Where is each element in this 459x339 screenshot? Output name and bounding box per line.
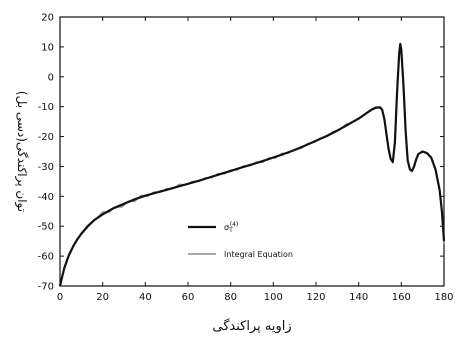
y-ticks: 20 10 0 -10 -20 -30 -40 -50 -60 -70 <box>38 13 444 293</box>
x-tick-label: 80 <box>224 292 237 303</box>
x-tick-label: 160 <box>392 292 411 303</box>
x-tick-label: 180 <box>434 292 453 303</box>
x-tick-label: 60 <box>182 292 195 303</box>
series-line-1 <box>58 42 446 287</box>
legend: σT(4) Integral Equation <box>188 221 293 259</box>
x-tick-label: 100 <box>264 292 283 303</box>
x-tick-label: 120 <box>306 292 325 303</box>
y-tick-label: 0 <box>48 72 54 83</box>
y-tick-label: -20 <box>38 132 54 143</box>
y-tick-label: -40 <box>38 192 54 203</box>
series-layer <box>58 42 446 287</box>
y-tick-label: -60 <box>38 252 54 263</box>
y-tick-label: -50 <box>38 222 54 233</box>
legend-label-series-2: Integral Equation <box>224 250 293 259</box>
y-tick-label: -70 <box>38 282 54 293</box>
y-tick-label: 20 <box>41 13 54 24</box>
x-axis-label: زاویه پراکندگی <box>212 318 291 334</box>
x-ticks: 0 20 40 60 80 100 120 140 160 180 <box>57 17 454 303</box>
y-tick-label: -30 <box>38 162 54 173</box>
x-tick-label: 20 <box>96 292 109 303</box>
legend-label-series-1: σT(4) <box>224 221 238 234</box>
x-tick-label: 40 <box>139 292 152 303</box>
x-tick-label: 0 <box>57 292 63 303</box>
legend-label-main-superscript: (4) <box>230 221 239 228</box>
legend-label-main-subscript: T <box>228 227 233 234</box>
y-tick-label: -10 <box>38 102 54 113</box>
y-axis-label: توان پراکندگی(دسی بل) <box>14 91 29 212</box>
y-tick-label: 10 <box>41 42 54 53</box>
plot-frame <box>59 16 445 287</box>
x-tick-label: 140 <box>349 292 368 303</box>
